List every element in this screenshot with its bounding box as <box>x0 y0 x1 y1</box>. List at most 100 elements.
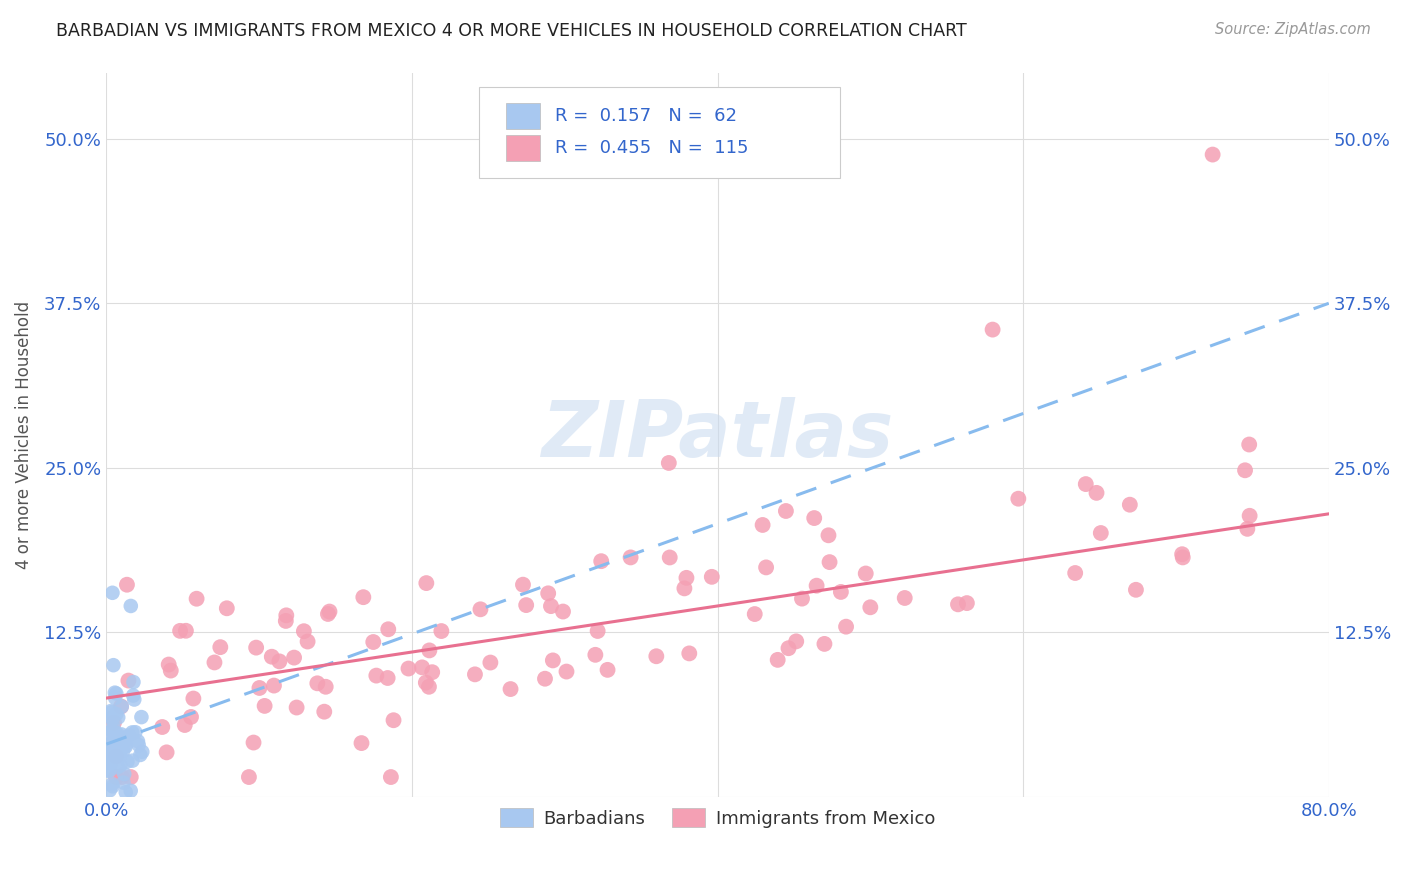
Point <box>115 578 138 592</box>
Point <box>100 754 122 768</box>
Point <box>110 758 132 772</box>
Point <box>112 767 135 781</box>
Point <box>173 718 195 732</box>
Point <box>382 713 405 727</box>
FancyBboxPatch shape <box>506 103 540 128</box>
Point <box>859 600 882 615</box>
Point <box>830 585 852 599</box>
Point <box>104 729 127 743</box>
Point <box>658 550 681 565</box>
Point <box>100 739 122 754</box>
Point <box>1125 582 1147 597</box>
Point <box>835 620 858 634</box>
Point <box>803 511 825 525</box>
Point <box>100 706 122 720</box>
Point <box>186 591 208 606</box>
Point <box>128 738 150 752</box>
Point <box>352 590 374 604</box>
Point <box>537 586 560 600</box>
Point <box>121 725 143 739</box>
Point <box>183 691 205 706</box>
Point <box>806 579 828 593</box>
Text: R =  0.157   N =  62: R = 0.157 N = 62 <box>555 107 737 125</box>
Point <box>418 680 440 694</box>
Point <box>415 576 437 591</box>
Point <box>586 624 609 638</box>
Point <box>415 675 437 690</box>
FancyBboxPatch shape <box>506 135 540 161</box>
Point <box>157 657 180 672</box>
Point <box>350 736 373 750</box>
Point <box>700 570 723 584</box>
Point <box>98 764 121 778</box>
Point <box>893 591 915 605</box>
Point <box>673 582 696 596</box>
Point <box>104 686 127 700</box>
Point <box>107 727 129 741</box>
Point <box>274 614 297 628</box>
Point <box>105 747 128 761</box>
FancyBboxPatch shape <box>479 87 839 178</box>
Point <box>105 749 128 764</box>
Point <box>583 648 606 662</box>
Point <box>124 725 146 739</box>
Point <box>114 739 136 754</box>
Point <box>263 679 285 693</box>
Point <box>1119 498 1142 512</box>
Point <box>855 566 877 581</box>
Point <box>1234 463 1257 477</box>
Point <box>464 667 486 681</box>
Point <box>1171 547 1194 561</box>
Point <box>98 751 121 765</box>
Point <box>314 705 336 719</box>
Point <box>551 605 574 619</box>
Point <box>479 656 502 670</box>
Point <box>114 785 136 799</box>
Point <box>515 598 537 612</box>
Point <box>108 731 131 746</box>
Point <box>813 637 835 651</box>
Point <box>103 658 125 673</box>
Point <box>620 550 643 565</box>
Point <box>645 649 668 664</box>
Point <box>946 598 969 612</box>
Point <box>209 640 232 655</box>
Point <box>249 681 271 695</box>
Point <box>117 673 139 688</box>
Point <box>540 599 562 614</box>
Point <box>156 745 179 759</box>
Point <box>97 764 120 778</box>
Point <box>499 681 522 696</box>
Point <box>121 754 143 768</box>
Point <box>398 661 420 675</box>
Point <box>377 671 399 685</box>
Point <box>790 591 813 606</box>
Point <box>1201 147 1223 161</box>
Point <box>215 601 238 615</box>
Point <box>114 734 136 748</box>
Point <box>285 700 308 714</box>
Point <box>276 608 298 623</box>
Point <box>101 586 124 600</box>
Point <box>122 689 145 703</box>
Point <box>97 726 120 740</box>
Text: R =  0.455   N =  115: R = 0.455 N = 115 <box>555 138 748 156</box>
Point <box>675 571 697 585</box>
Point <box>981 323 1004 337</box>
Point <box>111 770 134 784</box>
Point <box>150 720 173 734</box>
Point <box>307 676 329 690</box>
Point <box>100 704 122 718</box>
Point <box>131 710 153 724</box>
Point <box>105 687 128 701</box>
Point <box>1064 566 1087 580</box>
Point <box>204 656 226 670</box>
Point <box>315 680 337 694</box>
Point <box>242 735 264 749</box>
Point <box>180 710 202 724</box>
Point <box>591 554 613 568</box>
Point <box>744 607 766 621</box>
Point <box>104 691 127 706</box>
Point <box>122 675 145 690</box>
Point <box>292 624 315 639</box>
